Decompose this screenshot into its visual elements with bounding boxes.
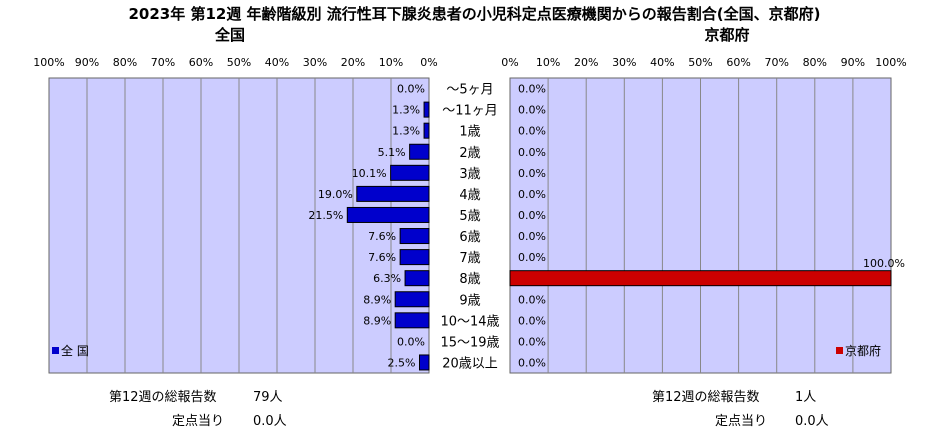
national-legend-swatch: [52, 347, 59, 354]
category-label: 2歳: [459, 146, 480, 161]
category-label: 5歳: [459, 209, 480, 224]
kyoto-value-label: 0.0%: [518, 167, 546, 180]
kyoto-x-tick-label: 100%: [875, 56, 906, 69]
national-x-tick-label: 10%: [379, 56, 403, 69]
kyoto-legend-swatch: [836, 347, 843, 354]
national-x-tick-label: 50%: [227, 56, 251, 69]
national-x-tick-label: 40%: [265, 56, 289, 69]
kyoto-x-tick-label: 50%: [688, 56, 712, 69]
kyoto-value-label: 0.0%: [518, 251, 546, 264]
national-value-label: 0.0%: [397, 83, 425, 96]
page-title: 2023年 第12週 年齢階級別 流行性耳下腺炎患者の小児科定点医療機関からの報…: [128, 5, 821, 23]
national-panel-title: 全国: [214, 26, 245, 44]
kyoto-value-label: 0.0%: [518, 230, 546, 243]
kyoto-x-tick-label: 60%: [726, 56, 750, 69]
national-value-label: 1.3%: [392, 104, 420, 117]
kyoto-value-label: 0.0%: [518, 104, 546, 117]
kyoto-panel-title: 京都府: [704, 26, 749, 44]
category-label: 20歳以上: [442, 356, 498, 371]
national-bar: [356, 185, 430, 202]
national-x-tick-label: 100%: [33, 56, 64, 69]
category-label: 4歳: [459, 188, 480, 203]
national-value-label: 8.9%: [363, 293, 391, 306]
category-label: 3歳: [459, 167, 480, 182]
kyoto-value-label: 100.0%: [863, 257, 905, 270]
kyoto-value-label: 0.0%: [518, 83, 546, 96]
national-bar: [394, 291, 430, 308]
kyoto-value-label: 0.0%: [518, 188, 546, 201]
national-total-value: 79人: [253, 390, 283, 405]
kyoto-value-label: 0.0%: [518, 209, 546, 222]
national-value-label: 19.0%: [318, 188, 353, 201]
national-bar: [409, 143, 430, 160]
kyoto-x-tick-label: 20%: [574, 56, 598, 69]
national-x-tick-label: 20%: [341, 56, 365, 69]
kyoto-x-tick-label: 70%: [764, 56, 788, 69]
national-value-label: 7.6%: [368, 230, 396, 243]
national-value-label: 8.9%: [363, 314, 391, 327]
kyoto-legend-label: 京都府: [845, 343, 881, 358]
national-bar: [399, 228, 430, 245]
category-label: 7歳: [459, 251, 480, 266]
kyoto-x-tick-label: 90%: [841, 56, 865, 69]
kyoto-x-tick-label: 80%: [803, 56, 827, 69]
category-label: 9歳: [459, 293, 480, 308]
national-bar: [419, 354, 430, 371]
kyoto-bar: [509, 270, 892, 287]
category-label: 6歳: [459, 230, 480, 245]
national-x-tick-label: 30%: [303, 56, 327, 69]
national-value-label: 1.3%: [392, 125, 420, 138]
national-x-tick-label: 80%: [113, 56, 137, 69]
national-bar: [423, 101, 430, 118]
kyoto-total-label: 第12週の総報告数: [652, 390, 760, 405]
national-x-tick-label: 60%: [189, 56, 213, 69]
kyoto-x-tick-label: 0%: [501, 56, 518, 69]
national-bar: [404, 270, 430, 287]
national-x-tick-label: 90%: [75, 56, 99, 69]
national-total-label: 第12週の総報告数: [109, 390, 217, 405]
national-legend-label: 全 国: [61, 343, 89, 358]
national-x-tick-label: 70%: [151, 56, 175, 69]
kyoto-value-label: 0.0%: [518, 335, 546, 348]
kyoto-value-label: 0.0%: [518, 146, 546, 159]
category-label: 15～19歳: [440, 335, 499, 350]
category-label: 1歳: [459, 125, 480, 140]
national-value-label: 5.1%: [378, 146, 406, 159]
kyoto-total-value: 1人: [795, 390, 817, 405]
national-bar: [390, 164, 430, 181]
kyoto-value-label: 0.0%: [518, 314, 546, 327]
national-value-label: 21.5%: [308, 209, 343, 222]
kyoto-x-tick-label: 30%: [612, 56, 636, 69]
kyoto-x-tick-label: 10%: [536, 56, 560, 69]
national-value-label: 2.5%: [388, 356, 416, 369]
national-value-label: 10.1%: [352, 167, 387, 180]
category-label: 8歳: [459, 272, 480, 287]
national-bar: [423, 122, 430, 139]
national-x-tick-label: 0%: [420, 56, 437, 69]
national-bar: [399, 249, 430, 266]
national-value-label: 7.6%: [368, 251, 396, 264]
national-bar: [394, 312, 430, 329]
kyoto-per-value: 0.0人: [795, 414, 829, 429]
kyoto-value-label: 0.0%: [518, 125, 546, 138]
category-label: ～11ヶ月: [442, 104, 498, 119]
category-label: ～5ヶ月: [446, 83, 493, 98]
category-label: 10～14歳: [440, 314, 499, 329]
kyoto-value-label: 0.0%: [518, 356, 546, 369]
kyoto-per-label: 定点当り: [715, 414, 768, 429]
national-value-label: 0.0%: [397, 335, 425, 348]
kyoto-value-label: 0.0%: [518, 293, 546, 306]
kyoto-x-tick-label: 40%: [650, 56, 674, 69]
national-value-label: 6.3%: [373, 272, 401, 285]
national-bar: [346, 206, 430, 223]
national-per-label: 定点当り: [172, 414, 225, 429]
national-per-value: 0.0人: [253, 414, 287, 429]
